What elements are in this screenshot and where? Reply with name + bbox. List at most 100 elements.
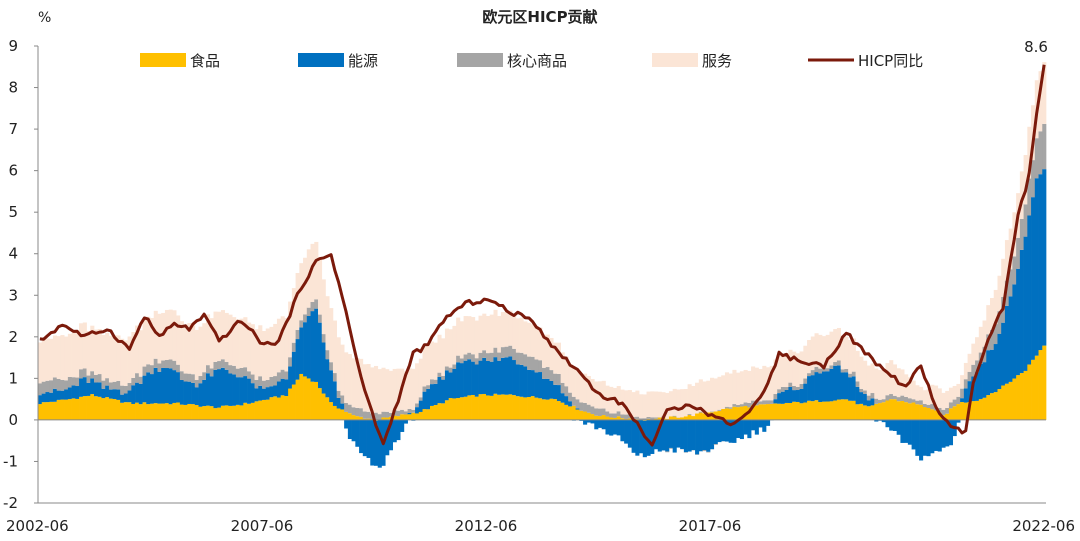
bar-能源-246 [956, 419, 961, 423]
bar-食品-52 [232, 405, 237, 420]
bar-食品-115 [467, 395, 472, 420]
bar-能源-206 [807, 376, 812, 401]
bar-食品-231 [900, 400, 905, 420]
bar-食品-227 [885, 400, 890, 420]
bar-能源-84 [351, 419, 356, 442]
bar-食品-27 [138, 404, 143, 420]
bar-食品-118 [478, 394, 483, 420]
bar-能源-63 [273, 385, 278, 397]
bar-食品-53 [235, 404, 240, 420]
bar-服务-149 [594, 381, 599, 409]
bar-服务-191 [751, 366, 756, 401]
bar-核心商品-52 [232, 365, 237, 375]
bar-服务-100 [411, 368, 416, 410]
bar-能源-72 [306, 316, 311, 379]
bar-能源-103 [422, 391, 427, 410]
bar-服务-229 [892, 364, 898, 396]
bar-能源-43 [198, 383, 203, 407]
bar-能源-135 [542, 378, 547, 400]
bar-核心商品-229 [892, 395, 898, 400]
bar-能源-222 [866, 400, 871, 407]
bar-核心商品-17 [101, 380, 106, 389]
bar-能源-85 [355, 419, 360, 447]
bar-能源-19 [108, 389, 114, 399]
bar-核心商品-169 [668, 447, 674, 449]
bar-能源-199 [780, 391, 786, 404]
bar-能源-138 [553, 384, 558, 400]
bar-食品-176 [695, 413, 700, 420]
bar-服务-30 [150, 318, 155, 366]
bar-核心商品-148 [590, 406, 595, 415]
bar-核心商品-218 [851, 371, 856, 377]
y-unit-label: % [38, 10, 51, 26]
bar-食品-265 [1027, 364, 1032, 420]
bar-食品-7 [64, 399, 69, 420]
bar-能源-109 [444, 370, 450, 401]
bar-服务-197 [773, 359, 778, 395]
bar-服务-211 [825, 334, 830, 369]
bar-核心商品-202 [792, 385, 797, 391]
bar-核心商品-78 [329, 362, 334, 371]
bar-食品-223 [870, 405, 875, 420]
bar-核心商品-24 [127, 382, 132, 391]
bar-食品-64 [276, 397, 282, 420]
bar-食品-83 [347, 413, 352, 420]
bar-服务-193 [758, 368, 763, 402]
bar-核心商品-213 [833, 362, 838, 366]
bar-核心商品-134 [538, 360, 543, 373]
bar-服务-186 [732, 369, 737, 405]
bar-服务-103 [422, 346, 427, 387]
bar-服务-132 [530, 324, 535, 357]
bar-食品-257 [997, 389, 1002, 420]
bar-能源-18 [105, 385, 110, 398]
bar-食品-65 [280, 395, 285, 420]
bar-服务-242 [941, 392, 946, 410]
bar-服务-76 [321, 279, 326, 335]
bar-核心商品-187 [736, 404, 741, 408]
bar-食品-114 [463, 396, 468, 420]
bar-能源-176 [695, 419, 700, 455]
bar-核心商品-10 [75, 377, 80, 387]
bar-服务-88 [366, 364, 371, 412]
bar-核心商品-190 [747, 403, 752, 408]
bar-能源-94 [388, 419, 394, 451]
bar-能源-68 [291, 351, 296, 385]
bar-食品-18 [105, 397, 110, 420]
bar-食品-174 [687, 414, 692, 420]
bar-能源-38 [179, 379, 184, 405]
bar-核心商品-15 [94, 374, 99, 383]
bar-能源-73 [310, 311, 315, 382]
bar-服务-235 [915, 385, 920, 401]
bar-能源-60 [262, 388, 267, 400]
bar-核心商品-259 [1004, 280, 1010, 306]
bar-食品-77 [325, 397, 330, 420]
bar-食品-59 [258, 400, 263, 420]
bar-服务-93 [385, 369, 390, 412]
bar-能源-139 [556, 385, 562, 402]
x-tick-label: 2012-06 [455, 517, 518, 535]
bar-食品-116 [471, 394, 476, 420]
bar-服务-158 [627, 390, 632, 415]
bar-核心商品-179 [706, 451, 711, 453]
bar-核心商品-150 [598, 408, 603, 417]
bar-能源-218 [851, 376, 856, 401]
bar-食品-69 [295, 379, 300, 420]
bar-食品-56 [247, 403, 252, 420]
bar-核心商品-32 [157, 363, 162, 372]
bar-服务-19 [108, 335, 114, 383]
bar-食品-240 [934, 410, 939, 420]
bar-食品-88 [366, 418, 371, 420]
bar-食品-132 [530, 396, 535, 420]
bar-服务-51 [228, 314, 233, 366]
bar-服务-126 [508, 310, 513, 346]
bar-服务-81 [340, 344, 345, 396]
bar-核心商品-35 [168, 359, 173, 369]
bar-服务-160 [635, 390, 640, 417]
bar-能源-169 [668, 419, 674, 448]
bar-能源-113 [459, 363, 464, 398]
bar-核心商品-255 [990, 329, 995, 350]
bar-服务-74 [314, 241, 319, 300]
bar-核心商品-206 [807, 373, 812, 377]
bar-核心商品-18 [105, 378, 110, 386]
bar-食品-15 [94, 396, 99, 420]
